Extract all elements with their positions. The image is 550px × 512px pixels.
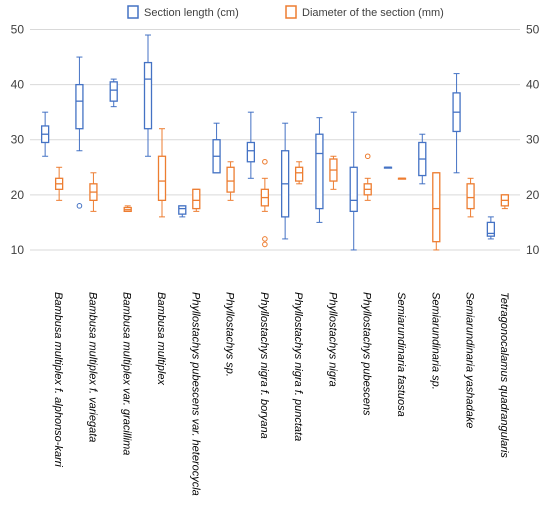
box-length-0: [40, 111, 50, 157]
box-diameter-12: [466, 177, 475, 218]
box-length-6: [246, 111, 256, 179]
y-tick-left-10: 10: [11, 243, 25, 257]
category-label-5: Phyllostachys sp.: [224, 292, 236, 377]
box-iqr: [432, 172, 441, 243]
box-length-7: [280, 122, 290, 240]
box-iqr: [246, 141, 256, 163]
category-label-0: Bambusa multiplex f. alphonso-karri: [52, 292, 64, 467]
category-label-1: Bambusa multiplex f. variegata: [86, 292, 98, 442]
box-length-11: [418, 133, 427, 185]
category-label-7: Phyllostachys nigra f. punctata: [292, 292, 304, 441]
category-label-2: Bambusa multiplex var. gracillima: [121, 292, 133, 455]
box-diameter-10: [397, 177, 407, 180]
box-iqr: [315, 133, 324, 210]
box-diameter-11: [432, 172, 441, 251]
box-iqr: [294, 166, 304, 182]
y-tick-right-20: 20: [526, 188, 540, 202]
box-diameter-1: [89, 172, 98, 212]
box-length-1: [75, 56, 84, 209]
box-iqr: [486, 221, 496, 237]
box-diameter-3: [157, 128, 167, 218]
category-label-13: Tetragonocalamus quadrangularis: [498, 292, 510, 458]
box-length-10: [383, 166, 393, 169]
y-axis-left: 10 20 30 40 50: [11, 23, 25, 257]
box-length-5: [212, 122, 221, 174]
outlier-point: [262, 158, 268, 165]
y-tick-left-20: 20: [11, 188, 25, 202]
y-tick-right-10: 10: [526, 243, 540, 257]
box-length-13: [486, 216, 496, 240]
category-label-4: Phyllostachys pubescens var. heterocycla: [189, 292, 201, 496]
box-diameter-8: [329, 155, 338, 190]
legend-swatch-section-length: [127, 5, 139, 19]
category-labels: Bambusa multiplex f. alphonso-karri Bambu…: [52, 292, 510, 496]
box-length-4: [178, 205, 187, 218]
box-length-3: [143, 34, 153, 157]
box-iqr: [157, 155, 167, 201]
box-diameter-13: [500, 194, 510, 210]
box-length-12: [452, 73, 461, 174]
box-length-2: [109, 78, 118, 108]
legend-swatch-diameter: [285, 5, 297, 19]
box-diameter-7: [294, 161, 304, 185]
box-iqr: [75, 83, 84, 130]
category-label-11: Semiarundinaria sp.: [429, 292, 441, 390]
y-tick-left-30: 30: [11, 133, 25, 147]
legend-label-section-length: Section length (cm): [144, 7, 239, 19]
box-iqr: [109, 81, 118, 102]
y-tick-left-40: 40: [11, 78, 25, 92]
box-iqr: [226, 166, 235, 193]
box-diameter-9: [363, 153, 372, 201]
legend-label-diameter: Diameter of the section (mm): [302, 7, 444, 19]
y-tick-right-30: 30: [526, 133, 540, 147]
box-iqr: [178, 205, 187, 215]
box-iqr: [143, 61, 153, 130]
box-length-8: [315, 117, 324, 223]
category-label-8: Phyllostachys nigra: [326, 292, 338, 387]
box-diameter-4: [192, 188, 201, 212]
box-diameter-0: [54, 166, 64, 201]
outlier-point: [364, 153, 371, 160]
y-axis-right: 10 20 30 40 50: [526, 23, 540, 257]
category-label-9: Phyllostachys pubescens: [361, 292, 373, 416]
category-label-3: Bambusa multiplex: [155, 292, 167, 385]
box-diameter-6: [260, 158, 270, 248]
box-iqr: [349, 166, 358, 213]
outlier-point: [76, 203, 83, 209]
box-iqr: [192, 188, 201, 210]
y-tick-right-50: 50: [526, 23, 540, 37]
gridlines: [30, 29, 520, 251]
box-diameter-5: [226, 161, 235, 201]
box-length-9: [349, 111, 358, 251]
category-label-10: Semiarundinaria fastuosa: [395, 292, 407, 417]
box-iqr: [466, 183, 475, 210]
box-diameter-2: [123, 205, 132, 213]
legend: Section length (cm) Diameter of the sect…: [127, 5, 444, 19]
category-label-6: Phyllostachys nigra f. boryana: [258, 292, 270, 439]
category-label-12: Semiarundinaria yashadake: [464, 292, 476, 428]
outlier-point: [262, 241, 268, 248]
boxes: [40, 34, 510, 251]
y-tick-right-40: 40: [526, 78, 540, 92]
y-tick-left-50: 50: [11, 23, 25, 37]
outlier-point: [262, 236, 268, 242]
